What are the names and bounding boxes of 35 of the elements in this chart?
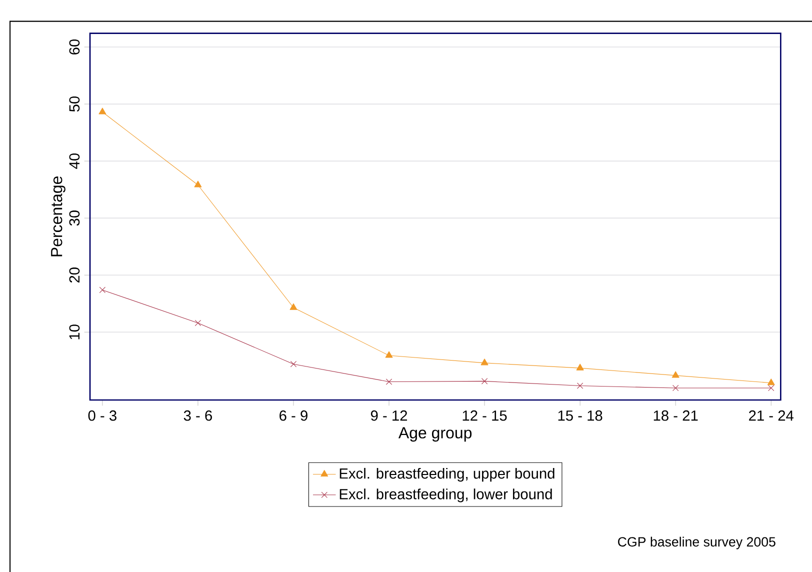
point	[194, 320, 202, 326]
point	[576, 382, 584, 389]
x-tick-label: 21 - 24	[749, 410, 794, 421]
point	[768, 384, 774, 392]
text: CGP baseline survey 2005	[618, 536, 776, 550]
y-tick-label: 30	[69, 210, 80, 226]
x-tick-label: 18 - 21	[654, 410, 698, 421]
point	[194, 180, 202, 188]
x-tick-label: 9 - 12	[370, 410, 408, 421]
point	[386, 378, 392, 385]
x-tick-label: 3 - 6	[184, 410, 212, 421]
point	[99, 286, 106, 294]
y-tick-label: 20	[69, 268, 80, 283]
y-tick-label: 50	[69, 96, 80, 112]
point	[385, 351, 393, 358]
point	[672, 384, 679, 392]
point	[290, 303, 298, 310]
legend-label: Excl. breastfeeding, upper bound	[340, 468, 554, 482]
y-tick-label: 40	[69, 153, 80, 169]
point	[98, 108, 106, 114]
point	[672, 371, 680, 378]
legend-label: Excl. breastfeeding, lower bound	[340, 488, 552, 502]
y-tick-label: 10	[69, 324, 80, 340]
x-tick-label: 0 - 3	[88, 410, 116, 421]
point	[481, 378, 488, 384]
point	[480, 358, 488, 366]
x-tick-label: 12 - 15	[462, 410, 507, 421]
y-tick-label: 60	[69, 39, 80, 54]
x-tick-label: 6 - 9	[280, 410, 308, 421]
point	[576, 364, 584, 370]
point	[290, 360, 297, 368]
y-axis-title: Percentage	[51, 176, 66, 256]
x-tick-label: 15 - 18	[558, 410, 602, 421]
x-axis-title: Age group	[398, 427, 472, 442]
point	[767, 378, 775, 386]
